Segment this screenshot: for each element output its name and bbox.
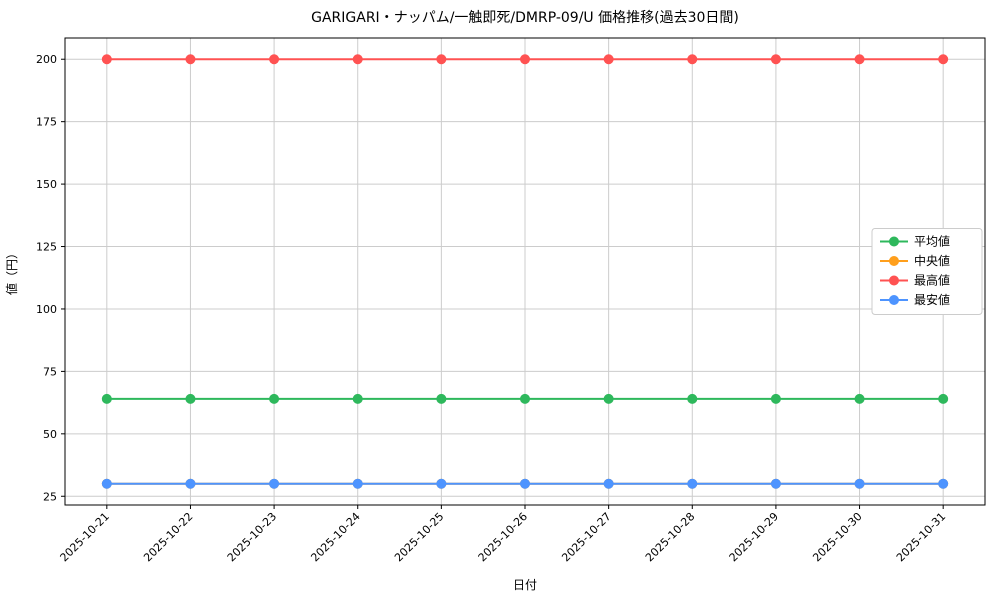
x-axis-label: 日付 — [513, 578, 537, 592]
legend-marker — [889, 295, 899, 305]
y-tick-label: 50 — [43, 428, 57, 441]
series-marker — [185, 478, 196, 489]
series-marker — [938, 393, 949, 404]
x-tick-label: 2025-10-23 — [225, 510, 279, 564]
series-marker — [520, 393, 530, 404]
y-axis-label: 値（円） — [4, 247, 19, 295]
series-marker — [687, 478, 698, 489]
series-marker — [436, 393, 447, 404]
x-tick-label: 2025-10-30 — [810, 510, 864, 564]
series-marker — [269, 393, 280, 404]
series-2 — [101, 54, 949, 65]
y-tick-label: 175 — [36, 116, 57, 129]
legend-marker — [889, 275, 899, 286]
series-marker — [938, 478, 949, 489]
series-marker — [603, 54, 614, 65]
y-tick-label: 125 — [36, 241, 57, 254]
legend-label: 中央値 — [914, 253, 950, 268]
x-tick-label: 2025-10-22 — [141, 510, 195, 564]
series-marker — [854, 478, 865, 489]
series-marker — [101, 393, 112, 404]
grid-lines — [65, 38, 985, 505]
series-marker — [603, 478, 614, 489]
series-marker — [603, 393, 614, 404]
series-marker — [185, 393, 196, 404]
legend-label: 最高値 — [914, 273, 950, 288]
series-marker — [520, 478, 530, 489]
series-marker — [436, 54, 447, 65]
series-marker — [352, 54, 363, 65]
x-tick-label: 2025-10-27 — [559, 510, 613, 564]
legend-box — [871, 228, 983, 315]
y-tick-label: 25 — [43, 490, 57, 503]
x-tick-label: 2025-10-31 — [894, 510, 948, 564]
series-marker — [854, 54, 865, 65]
series-marker — [854, 393, 865, 404]
axes: 25 50 75 100 125 150 175 200 2025-10-21 2025-10-2… — [36, 37, 986, 564]
series-marker — [520, 54, 530, 65]
x-tick-label: 2025-10-21 — [58, 510, 112, 564]
series-marker — [352, 478, 363, 489]
series-marker — [687, 54, 698, 65]
series-marker — [352, 393, 363, 404]
y-tick-label: 75 — [43, 365, 57, 378]
series-marker — [687, 393, 698, 404]
series-marker — [770, 393, 781, 404]
series-marker — [269, 478, 280, 489]
y-tick-label: 200 — [36, 53, 57, 66]
series-marker — [436, 478, 447, 489]
series-0 — [101, 393, 949, 404]
x-tick-label: 2025-10-29 — [727, 510, 781, 564]
x-tick-label: 2025-10-28 — [643, 510, 697, 564]
x-tick-label: 2025-10-25 — [392, 510, 446, 564]
series-marker — [101, 54, 112, 65]
legend-marker — [889, 236, 899, 247]
legend-marker — [889, 256, 899, 266]
series-marker — [101, 478, 112, 489]
chart-title: GARIGARI・ナッパム/一触即死/DMRP-09/U 価格推移(過去30日間… — [311, 10, 739, 26]
y-tick-label: 100 — [36, 303, 57, 316]
series-marker — [770, 54, 781, 65]
legend-label: 平均値 — [914, 234, 950, 249]
series-3 — [101, 478, 949, 489]
x-tick-label: 2025-10-24 — [308, 510, 362, 564]
series-marker — [770, 478, 781, 489]
legend-label: 最安値 — [914, 292, 950, 307]
x-tick-label: 2025-10-26 — [476, 510, 530, 564]
y-tick-label: 150 — [36, 178, 57, 191]
series-marker — [938, 54, 949, 65]
series-marker — [269, 54, 280, 65]
series-marker — [185, 54, 196, 65]
